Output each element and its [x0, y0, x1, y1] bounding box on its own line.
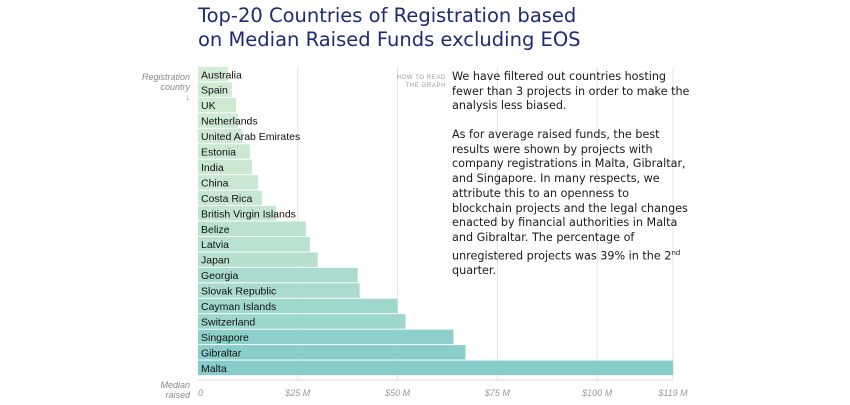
bar-label: Switzerland: [201, 316, 255, 328]
bar-label: Gibraltar: [201, 347, 242, 359]
x-axis-label-line-1: Median: [160, 380, 190, 390]
bar-gibraltar: [198, 345, 466, 360]
bar-label: Australia: [201, 69, 242, 81]
bar-label: Belize: [201, 224, 230, 236]
y-axis-label: Registration country ↓: [120, 72, 190, 102]
bar-label: Georgia: [201, 270, 239, 282]
bar-label: Malta: [201, 363, 227, 375]
bar-malta: [198, 360, 673, 376]
how-to-read-line-1: HOW TO READ: [396, 75, 446, 81]
chart-title-line-2: on Median Raised Funds excluding EOS: [198, 28, 581, 51]
bar-label: Singapore: [201, 332, 249, 344]
x-tick-label: $100 M: [581, 388, 613, 398]
bar-label: Spain: [201, 85, 228, 97]
x-tick-label: $119 M: [657, 388, 688, 398]
bar-netherlands: [198, 113, 238, 128]
bar-united-arab-emirates: [198, 128, 242, 144]
y-axis-arrow-icon: ↓: [185, 92, 191, 102]
x-axis-label-line-2: raised: [165, 390, 190, 400]
bar-spain: [198, 82, 232, 97]
bar-label: UK: [201, 100, 216, 112]
bar-label: Costa Rica: [201, 193, 253, 205]
bar-label: Estonia: [201, 147, 236, 159]
bar-uk: [198, 97, 236, 113]
x-tick-label: 0: [198, 388, 203, 398]
bar-belize: [198, 221, 306, 236]
bar-japan: [198, 252, 318, 267]
description-paragraph-2: As for average raised funds, the best re…: [452, 128, 688, 278]
x-tick-label: $50 M: [384, 388, 411, 398]
bar-india: [198, 159, 252, 175]
bar-georgia: [198, 267, 358, 283]
x-tick-label: $25 M: [284, 388, 311, 398]
bar-label: Cayman Islands: [201, 301, 276, 313]
bar-switzerland: [198, 314, 406, 329]
bar-australia: [198, 67, 228, 82]
bar-label: Slovak Republic: [201, 286, 276, 298]
bar-label: Latvia: [201, 239, 229, 251]
bar-china: [198, 175, 258, 190]
bar-latvia: [198, 236, 310, 252]
chart-title: Top-20 Countries of Registration based o…: [198, 4, 618, 52]
bar-label: Netherlands: [201, 116, 258, 128]
bar-slovak-republic: [198, 283, 360, 298]
description-paragraph-1: We have filtered out countries hosting f…: [452, 70, 690, 113]
bar-estonia: [198, 144, 250, 159]
y-axis-label-line-1: Registration: [141, 72, 190, 82]
bar-costa-rica: [198, 190, 262, 206]
x-tick-label: $75 M: [484, 388, 511, 398]
how-to-read-line-2: THE GRAPH: [405, 83, 446, 89]
bar-cayman-islands: [198, 298, 398, 314]
bar-label: Japan: [201, 255, 230, 267]
bar-label: British Virgin Islands: [201, 208, 296, 220]
chart-title-line-1: Top-20 Countries of Registration based: [198, 4, 577, 27]
bar-label: India: [201, 162, 224, 174]
bar-label: China: [201, 177, 229, 189]
y-axis-label-line-2: country: [160, 82, 190, 92]
x-axis-label: Median raised: [120, 380, 190, 400]
bar-british-virgin-islands: [198, 206, 276, 221]
bar-label: United Arab Emirates: [201, 131, 300, 143]
bar-singapore: [198, 329, 454, 345]
how-to-read-label: HOW TO READ THE GRAPH: [396, 74, 446, 90]
